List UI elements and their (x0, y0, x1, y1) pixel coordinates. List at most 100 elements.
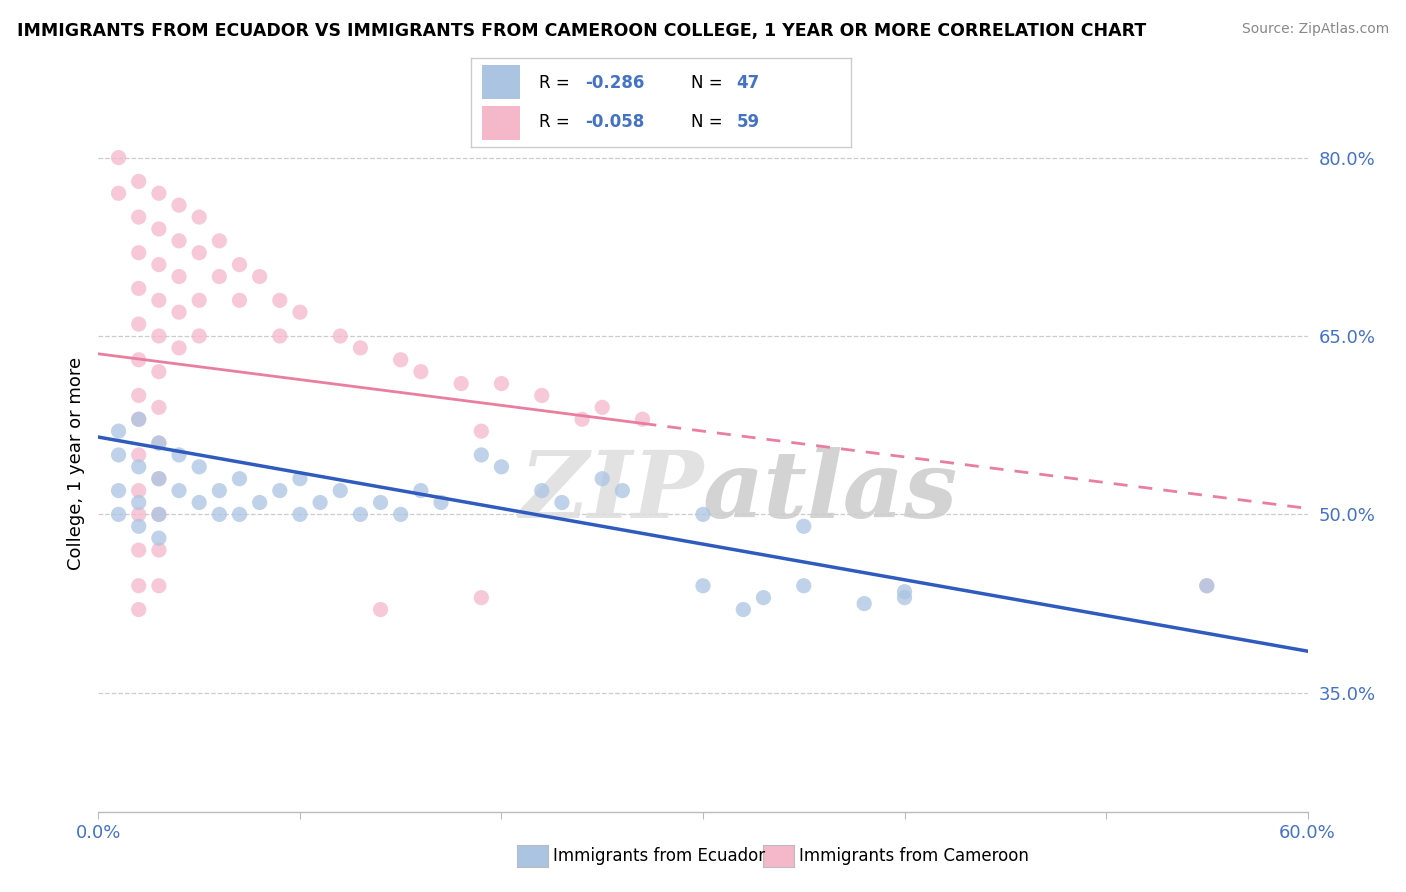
Point (269, 293, 291, 308)
Point (228, 293, 250, 308)
Text: R =: R = (540, 74, 575, 92)
Point (228, 508, 250, 522)
Point (128, 495, 150, 509)
Point (249, 269, 271, 284)
Point (167, 305, 190, 319)
Text: 47: 47 (737, 74, 761, 92)
Point (430, 495, 453, 509)
Point (591, 472, 613, 486)
Point (370, 602, 392, 616)
Point (128, 281, 150, 295)
Point (571, 412, 593, 426)
Point (733, 602, 755, 616)
Point (107, 424, 129, 438)
Point (128, 508, 150, 522)
Point (128, 412, 150, 426)
Point (329, 329, 352, 343)
Point (269, 483, 291, 498)
Point (288, 472, 311, 486)
Point (288, 508, 311, 522)
Text: -0.058: -0.058 (585, 113, 644, 131)
Point (249, 495, 271, 509)
Text: ZIP: ZIP (519, 447, 703, 537)
Point (631, 412, 654, 426)
Point (692, 508, 714, 522)
Point (188, 495, 211, 509)
Text: N =: N = (692, 113, 728, 131)
FancyBboxPatch shape (482, 65, 520, 99)
Point (148, 186, 170, 201)
Point (128, 412, 150, 426)
Point (167, 341, 190, 355)
FancyBboxPatch shape (482, 106, 520, 140)
Point (893, 584, 915, 599)
Point (208, 269, 231, 284)
Point (167, 269, 190, 284)
Point (409, 365, 432, 379)
Point (107, 508, 129, 522)
Point (752, 591, 775, 605)
Point (107, 483, 129, 498)
Point (128, 483, 150, 498)
Text: 59: 59 (737, 113, 759, 131)
Point (612, 483, 634, 498)
Point (188, 245, 211, 260)
Point (389, 352, 412, 367)
Point (208, 483, 231, 498)
Point (128, 459, 150, 474)
Point (1195, 579, 1218, 593)
Point (793, 579, 815, 593)
Point (893, 591, 915, 605)
Point (148, 329, 170, 343)
Point (551, 495, 574, 509)
Point (349, 341, 371, 355)
Point (128, 543, 150, 558)
Point (208, 234, 231, 248)
Point (188, 459, 211, 474)
Point (470, 448, 492, 462)
Point (228, 258, 250, 272)
Point (107, 151, 129, 165)
Point (128, 352, 150, 367)
Point (128, 388, 150, 402)
Point (107, 448, 129, 462)
Point (530, 483, 553, 498)
Y-axis label: College, 1 year or more: College, 1 year or more (66, 358, 84, 570)
Point (853, 597, 876, 611)
Point (128, 448, 150, 462)
Point (148, 508, 170, 522)
Point (148, 365, 170, 379)
Point (148, 436, 170, 450)
Point (470, 424, 492, 438)
Point (288, 305, 311, 319)
Text: R =: R = (540, 113, 575, 131)
Point (128, 174, 150, 188)
Point (167, 198, 190, 212)
Point (591, 401, 613, 415)
Point (148, 543, 170, 558)
Point (389, 508, 412, 522)
Point (167, 448, 190, 462)
Point (107, 186, 129, 201)
Point (148, 222, 170, 236)
Point (269, 329, 291, 343)
Point (148, 436, 170, 450)
Point (188, 210, 211, 224)
Text: atlas: atlas (703, 447, 959, 537)
Point (148, 293, 170, 308)
Point (329, 483, 352, 498)
Text: -0.286: -0.286 (585, 74, 644, 92)
Point (148, 531, 170, 545)
Point (530, 388, 553, 402)
Point (692, 579, 714, 593)
Point (188, 293, 211, 308)
Point (128, 317, 150, 331)
Point (167, 234, 190, 248)
Point (148, 579, 170, 593)
Point (470, 591, 492, 605)
Point (148, 472, 170, 486)
Text: Immigrants from Ecuador: Immigrants from Ecuador (553, 847, 765, 865)
Point (128, 245, 150, 260)
Point (450, 376, 472, 391)
Point (1195, 579, 1218, 593)
